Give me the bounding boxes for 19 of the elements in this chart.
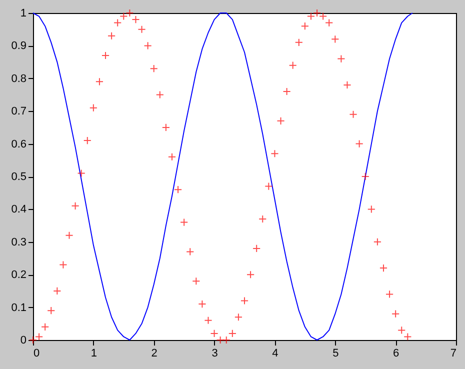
- y-tick-label: 1: [20, 8, 26, 20]
- x-tick-label: 0: [34, 348, 40, 360]
- y-tick-label: 0.9: [11, 40, 26, 52]
- y-tick-label: 0.6: [11, 138, 26, 150]
- x-tick-label: 4: [272, 348, 278, 360]
- y-tick-label: 0.8: [11, 72, 26, 85]
- y-tick-label: 0.5: [11, 171, 26, 183]
- x-tick-label: 2: [151, 348, 158, 360]
- y-tick-label: 0.2: [11, 269, 26, 282]
- x-tick-label: 1: [90, 348, 97, 360]
- y-tick-label: 0.1: [11, 302, 26, 314]
- x-tick-label: 3: [212, 348, 218, 360]
- x-tick-label: 7: [450, 348, 456, 360]
- y-tick-label: 0.4: [11, 204, 26, 216]
- y-tick-label: 0.3: [11, 236, 26, 248]
- y-tick-label: 0: [20, 334, 26, 346]
- x-tick-label: 5: [332, 348, 339, 360]
- y-tick-label: 0.7: [11, 106, 26, 118]
- x-tick-label: 6: [393, 348, 400, 360]
